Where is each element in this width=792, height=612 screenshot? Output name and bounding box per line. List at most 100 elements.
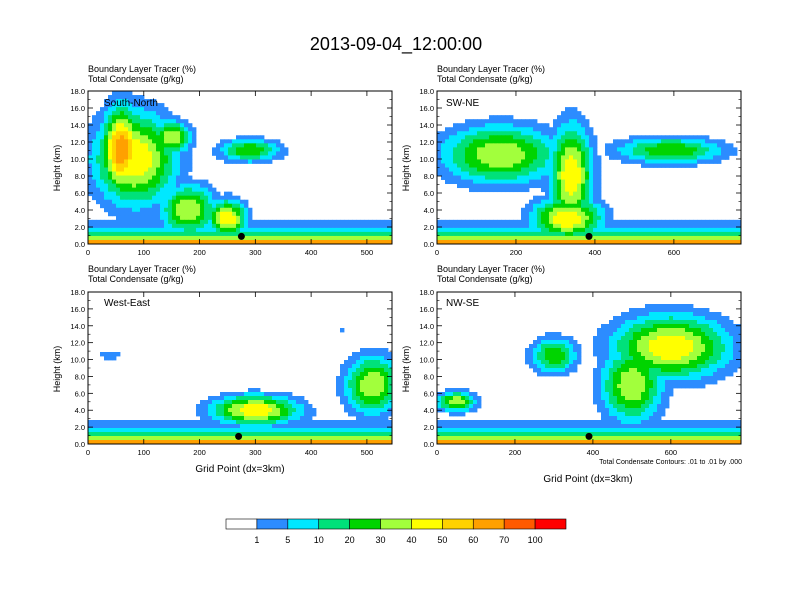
heatmap-cell <box>372 372 377 377</box>
heatmap-cell <box>617 384 622 389</box>
heatmap-cell <box>372 428 377 433</box>
heatmap-cell <box>721 332 726 337</box>
heatmap-cell <box>96 127 101 132</box>
heatmap-cell <box>116 352 121 357</box>
heatmap-cell <box>461 223 466 229</box>
heatmap-cell <box>529 179 534 185</box>
heatmap-cell <box>128 187 133 193</box>
heatmap-cell <box>264 412 269 417</box>
heatmap-cell <box>324 436 329 441</box>
heatmap-cell <box>112 139 117 144</box>
heatmap-cell <box>216 400 221 405</box>
heatmap-cell <box>609 408 614 413</box>
heatmap-cell <box>613 139 618 144</box>
heatmap-cell <box>733 219 738 225</box>
heatmap-cell <box>192 211 197 217</box>
heatmap-cell <box>124 115 129 120</box>
x-tick-label: 200 <box>510 248 523 257</box>
heatmap-cell <box>637 219 642 225</box>
heatmap-cell <box>697 135 702 140</box>
heatmap-cell <box>332 420 337 425</box>
heatmap-cell <box>124 215 129 221</box>
heatmap-cell <box>573 203 578 209</box>
x-tick-label: 400 <box>305 248 318 257</box>
heatmap-cell <box>312 223 317 229</box>
heatmap-cell <box>577 239 582 245</box>
heatmap-cell <box>597 239 602 245</box>
heatmap-cell <box>120 211 125 217</box>
heatmap-cell <box>717 151 722 156</box>
heatmap-cell <box>557 207 562 213</box>
heatmap-cell <box>521 227 526 233</box>
heatmap-cell <box>513 179 518 185</box>
heatmap-cell <box>593 203 598 209</box>
heatmap-cell <box>204 179 209 185</box>
heatmap-cell <box>585 203 590 209</box>
heatmap-cell <box>517 151 522 156</box>
heatmap-cell <box>505 131 510 136</box>
heatmap-cell <box>96 235 101 241</box>
heatmap-cell <box>669 392 674 397</box>
y-tick-label: 4.0 <box>75 406 85 415</box>
heatmap-cell <box>188 155 193 160</box>
heatmap-cell <box>104 163 109 168</box>
heatmap-cell <box>216 143 221 148</box>
heatmap-cell <box>212 231 217 237</box>
heatmap-cell <box>453 143 458 148</box>
heatmap-cell <box>641 239 646 245</box>
heatmap-cell <box>168 111 173 116</box>
heatmap-cell <box>360 440 365 445</box>
heatmap-cell <box>196 231 201 237</box>
heatmap-cell <box>280 151 285 156</box>
heatmap-cell <box>669 348 674 353</box>
heatmap-cell <box>96 135 101 140</box>
heatmap-cell <box>204 239 209 245</box>
heatmap-cell <box>124 203 129 209</box>
heatmap-cell <box>573 340 578 345</box>
heatmap-cell <box>689 151 694 156</box>
heatmap-cell <box>457 392 462 397</box>
heatmap-cell <box>645 376 650 381</box>
heatmap-cell <box>549 235 554 241</box>
heatmap-cell <box>709 344 714 349</box>
heatmap-cell <box>669 316 674 321</box>
heatmap-cell <box>224 424 229 429</box>
heatmap-cell <box>180 127 185 132</box>
heatmap-cell <box>108 428 113 433</box>
heatmap-cell <box>136 432 141 437</box>
heatmap-cell <box>709 328 714 333</box>
heatmap-cell <box>573 119 578 124</box>
heatmap-cell <box>128 223 133 229</box>
heatmap-cell <box>445 127 450 132</box>
heatmap-cell <box>701 159 706 164</box>
heatmap-cell <box>569 215 574 221</box>
heatmap-cell <box>645 364 650 369</box>
heatmap-cell <box>693 368 698 373</box>
heatmap-cell <box>665 376 670 381</box>
heatmap-cell <box>368 356 373 361</box>
heatmap-cell <box>721 372 726 377</box>
heatmap-cell <box>709 348 714 353</box>
heatmap-cell <box>613 223 618 229</box>
heatmap-cell <box>697 155 702 160</box>
heatmap-cell <box>128 167 133 172</box>
heatmap-cell <box>593 219 598 225</box>
heatmap-cell <box>645 163 650 168</box>
heatmap-cell <box>340 384 345 389</box>
heatmap-cell <box>92 195 97 201</box>
heatmap-cell <box>324 227 329 233</box>
heatmap-cell <box>236 239 241 245</box>
heatmap-cell <box>260 432 265 437</box>
heatmap-cell <box>553 372 558 377</box>
heatmap-cell <box>156 179 161 185</box>
heatmap-cell <box>473 235 478 241</box>
heatmap-cell <box>148 235 153 241</box>
heatmap-cell <box>360 364 365 369</box>
heatmap-cell <box>609 207 614 213</box>
heatmap-cell <box>509 239 514 245</box>
heatmap-cell <box>164 191 169 197</box>
heatmap-cell <box>677 219 682 225</box>
heatmap-cell <box>689 376 694 381</box>
heatmap-cell <box>569 207 574 213</box>
heatmap-cell <box>601 340 606 345</box>
